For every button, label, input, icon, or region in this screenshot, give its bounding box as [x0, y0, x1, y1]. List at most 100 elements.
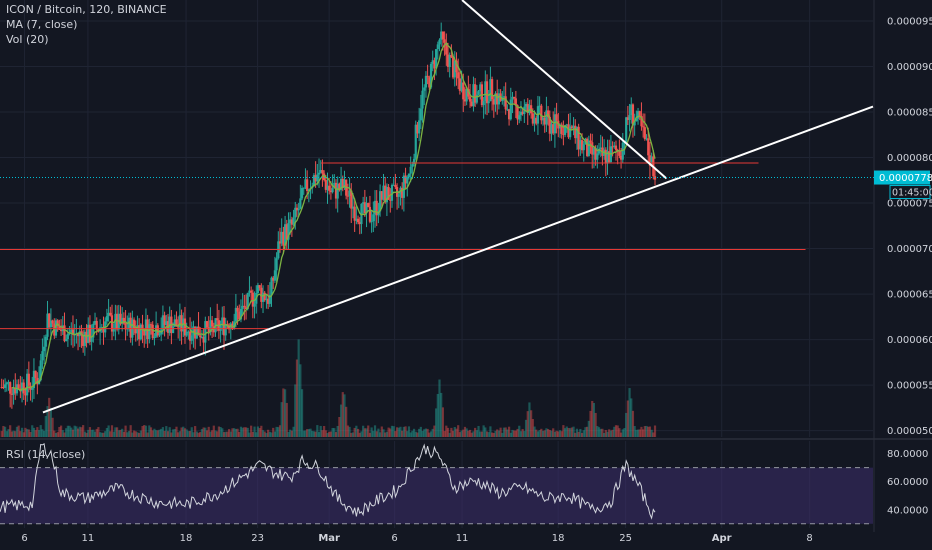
candle [580, 140, 584, 151]
volume-bar [156, 430, 159, 437]
symbol-legend[interactable]: ICON / Bitcoin, 120, BINANCE [6, 3, 167, 16]
candle [236, 307, 239, 312]
volume-bar [553, 431, 556, 437]
volume-bar [582, 430, 585, 437]
volume-bar [20, 427, 24, 437]
volume-bar [190, 427, 193, 437]
candle [489, 79, 492, 102]
volume-bar [377, 428, 380, 437]
volume-bar [46, 406, 49, 437]
volume-bar [295, 359, 299, 437]
candle [273, 270, 277, 281]
vol-legend[interactable]: Vol (20) [6, 33, 49, 46]
candle [346, 195, 349, 197]
candle [158, 334, 161, 336]
candle [638, 111, 641, 117]
ma-legend[interactable]: MA (7, close) [6, 18, 77, 31]
volume-bar [597, 427, 601, 437]
volume-bar [633, 426, 636, 437]
candle [575, 126, 579, 139]
volume-bar [231, 428, 234, 437]
volume-bar [423, 429, 426, 437]
candle [531, 113, 534, 124]
candle [370, 221, 373, 223]
volume-bar [109, 431, 112, 437]
volume-bar [545, 428, 548, 437]
volume-bar [309, 428, 312, 437]
volume-bar [148, 425, 151, 437]
candle [295, 207, 299, 211]
candle [514, 98, 517, 106]
candle [647, 138, 650, 156]
candle [419, 108, 422, 121]
candle [648, 155, 652, 166]
volume-bar [143, 425, 146, 437]
volume-bar [606, 431, 609, 437]
candle [360, 203, 363, 225]
volume-bar [372, 430, 375, 437]
volume-bar [587, 420, 590, 437]
volume-bar [170, 432, 173, 437]
volume-bar [14, 431, 17, 437]
volume-bar [484, 427, 487, 437]
volume-bar [499, 427, 502, 437]
candle [397, 194, 400, 197]
volume-bar [211, 430, 214, 437]
volume-bar [338, 417, 341, 437]
candle [256, 285, 260, 294]
volume-bar [611, 429, 614, 437]
volume-bar [56, 432, 59, 437]
candle [351, 206, 355, 209]
candle [253, 303, 256, 307]
candle [124, 323, 127, 330]
candle [102, 327, 105, 333]
candle [375, 200, 378, 216]
volume-bar [161, 427, 165, 437]
candle [48, 313, 51, 328]
volume-bar [49, 407, 53, 437]
x-tick-label: 18 [552, 533, 565, 544]
candle [66, 333, 69, 340]
volume-bar [222, 432, 226, 437]
volume-bar [368, 432, 372, 437]
volume-bar [565, 426, 568, 437]
volume-bar [31, 425, 34, 437]
candle [180, 315, 183, 332]
candle [438, 39, 441, 45]
candle [343, 179, 346, 188]
volume-bar [531, 419, 534, 437]
volume-bar [526, 411, 529, 437]
volume-bar [265, 432, 268, 437]
volume-bar [127, 431, 131, 437]
candle [560, 124, 563, 134]
volume-bar [275, 426, 278, 437]
volume-bar [387, 427, 390, 437]
volume-bar [260, 425, 263, 437]
volume-bar [540, 428, 543, 437]
candle [197, 326, 200, 336]
candle [299, 198, 302, 209]
volume-bar [591, 400, 594, 437]
volume-bar [24, 427, 27, 437]
candle [630, 104, 633, 116]
candle [270, 277, 273, 295]
volume-bar [248, 432, 251, 437]
candle [161, 315, 165, 330]
volume-bar [287, 431, 290, 437]
rsi-legend[interactable]: RSI (14, close) [6, 448, 85, 461]
volume-bar [76, 428, 80, 437]
volume-bar [324, 430, 327, 437]
candle [628, 115, 631, 120]
volume-bar [187, 431, 190, 437]
candle [155, 325, 158, 337]
volume-bar [224, 431, 227, 437]
volume-bar [0, 431, 3, 437]
volume-bar [652, 432, 655, 437]
candle [606, 151, 609, 164]
volume-bar [509, 432, 512, 437]
candle [504, 96, 507, 110]
volume-bar [112, 431, 115, 437]
